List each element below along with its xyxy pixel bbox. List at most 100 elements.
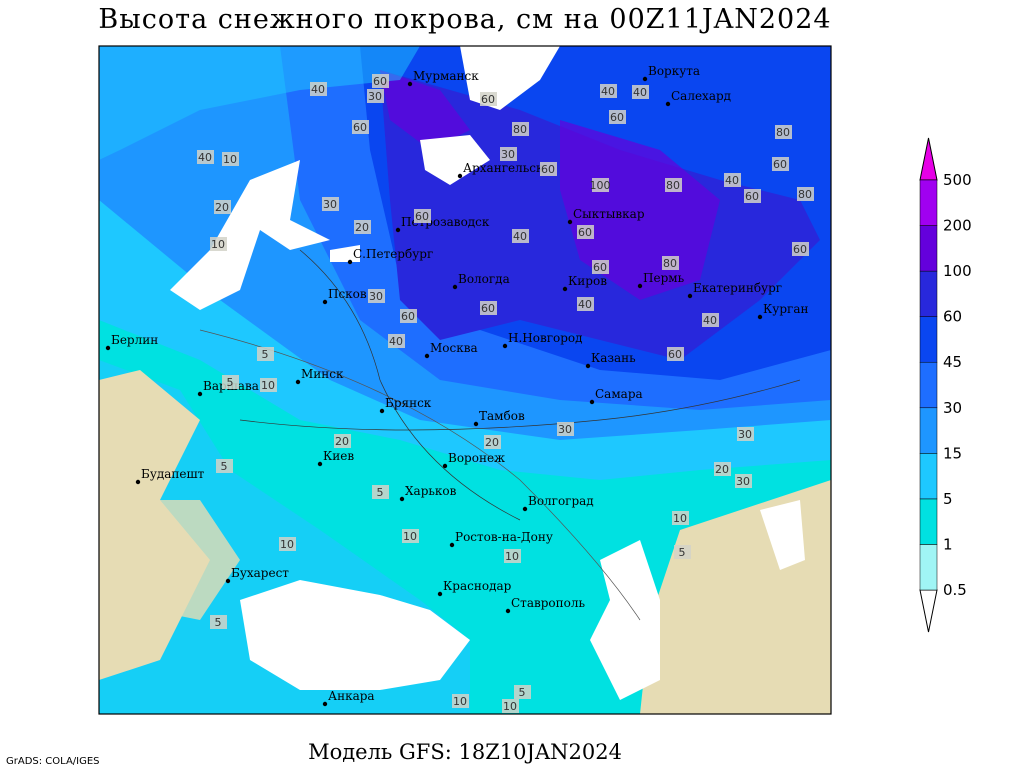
contour-label: 30 bbox=[501, 148, 515, 161]
contour-label: 10 bbox=[280, 538, 294, 551]
city-dot bbox=[473, 421, 479, 427]
city-dot bbox=[379, 408, 385, 414]
city-dot bbox=[399, 496, 405, 502]
contour-label-box bbox=[540, 162, 557, 176]
city-label: Будапешт bbox=[141, 467, 205, 481]
city-dot bbox=[424, 353, 430, 359]
contour-label: 30 bbox=[558, 423, 572, 436]
city-label: Воркута bbox=[648, 64, 700, 78]
contour-label: 60 bbox=[745, 190, 759, 203]
legend-swatch bbox=[919, 453, 938, 500]
contour-label: 40 bbox=[311, 83, 325, 96]
contour-label-box bbox=[216, 459, 233, 473]
contour-label: 60 bbox=[353, 121, 367, 134]
city-dot bbox=[197, 391, 203, 397]
city-label: Брянск bbox=[385, 396, 432, 410]
contour-label-box bbox=[514, 685, 531, 699]
contour-label-box bbox=[197, 150, 214, 164]
contour-label: 40 bbox=[725, 174, 739, 187]
legend-label: 500 bbox=[943, 171, 972, 189]
city-dot bbox=[135, 479, 141, 485]
city-label: Салехард bbox=[671, 89, 731, 103]
contour-label-box bbox=[665, 178, 682, 192]
city-dot bbox=[637, 283, 643, 289]
contour-label-box bbox=[214, 200, 231, 214]
contour-label: 5 bbox=[519, 686, 526, 699]
city-dot bbox=[295, 379, 301, 385]
legend-label: 60 bbox=[943, 308, 962, 326]
city-dot bbox=[407, 81, 413, 87]
contour-label: 20 bbox=[715, 463, 729, 476]
contour-label: 60 bbox=[481, 93, 495, 106]
contour-label-box bbox=[257, 347, 274, 361]
city-label: Сыктывкар bbox=[573, 207, 645, 221]
contour-label: 10 bbox=[211, 238, 225, 251]
contour-label-box bbox=[662, 256, 679, 270]
contour-label: 30 bbox=[736, 475, 750, 488]
contour-label: 5 bbox=[377, 486, 384, 499]
city-label: Вологда bbox=[458, 272, 510, 286]
legend-swatch bbox=[919, 544, 938, 591]
city-dot bbox=[105, 345, 111, 351]
contour-label-box bbox=[260, 378, 277, 392]
contour-label-box bbox=[502, 699, 519, 713]
city-dot bbox=[502, 343, 508, 349]
city-dot bbox=[452, 284, 458, 290]
contour-label-box bbox=[775, 125, 792, 139]
contour-label-box bbox=[480, 301, 497, 315]
contour-label: 5 bbox=[679, 546, 686, 559]
contour-label-box bbox=[210, 237, 227, 251]
contour-label-box bbox=[504, 549, 521, 563]
contour-label: 60 bbox=[401, 310, 415, 323]
city-label: Ставрополь bbox=[511, 596, 585, 610]
city-label: Архангельск bbox=[463, 161, 544, 175]
city-dot bbox=[562, 286, 568, 292]
contour-label-box bbox=[279, 537, 296, 551]
contour-label: 60 bbox=[578, 226, 592, 239]
legend-cap-high bbox=[919, 137, 938, 181]
contour-label: 40 bbox=[601, 85, 615, 98]
city-dot bbox=[395, 227, 401, 233]
contour-label-box bbox=[609, 110, 626, 124]
contour-label: 100 bbox=[590, 179, 611, 192]
legend-label: 1 bbox=[943, 535, 953, 553]
model-label: Модель GFS: 18Z10JAN2024 bbox=[308, 740, 622, 764]
contour-label-box bbox=[354, 220, 371, 234]
contour-label-box bbox=[372, 485, 389, 499]
labels: Мурманск Воркута Салехард Архангельск Сыктыв… bbox=[105, 64, 814, 713]
city-dot bbox=[457, 173, 463, 179]
contour-label: 10 bbox=[453, 695, 467, 708]
city-label: Тамбов bbox=[479, 409, 525, 423]
contour-label: 60 bbox=[593, 261, 607, 274]
city-dot bbox=[665, 101, 671, 107]
city-label: Воронеж bbox=[448, 451, 505, 465]
city-label: Псков bbox=[328, 287, 367, 301]
city-label: Киев bbox=[323, 449, 354, 463]
city-label: Ростов-на-Дону bbox=[455, 530, 553, 544]
contour-label: 60 bbox=[668, 348, 682, 361]
contour-label: 40 bbox=[633, 86, 647, 99]
legend-label: 0.5 bbox=[943, 581, 967, 599]
city-dot bbox=[449, 542, 455, 548]
contour-label: 40 bbox=[513, 230, 527, 243]
contour-label-box bbox=[737, 427, 754, 441]
contour-label: 5 bbox=[215, 616, 222, 629]
city-dot bbox=[322, 701, 328, 707]
contour-label-box bbox=[352, 120, 369, 134]
contour-label: 80 bbox=[666, 179, 680, 192]
contour-label: 40 bbox=[703, 314, 717, 327]
contour-label-box bbox=[577, 225, 594, 239]
city-label: Бухарест bbox=[231, 566, 289, 580]
credit: GrADS: COLA/IGES bbox=[6, 756, 100, 767]
contour-label: 10 bbox=[503, 700, 517, 713]
city-label: Киров bbox=[568, 274, 607, 288]
contour-label: 20 bbox=[335, 435, 349, 448]
contour-label-box bbox=[414, 209, 431, 223]
contour-label: 5 bbox=[227, 376, 234, 389]
city-dot bbox=[322, 299, 328, 305]
contour-label-box bbox=[557, 422, 574, 436]
city-label: Мурманск bbox=[413, 69, 479, 83]
contour-label: 10 bbox=[261, 379, 275, 392]
city-dot bbox=[585, 363, 591, 369]
